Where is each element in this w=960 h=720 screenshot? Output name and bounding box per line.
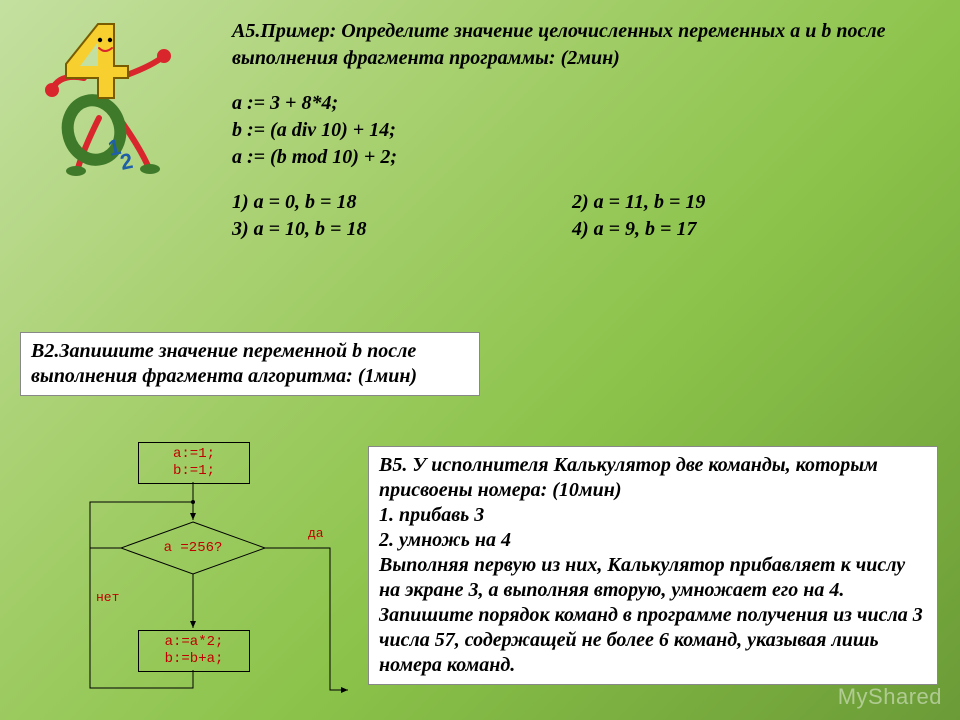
math-clipart: 1 2 [44,18,184,178]
svg-text:2: 2 [118,148,135,175]
b5-line-2: 1. прибавь 3 [379,503,927,528]
b2-box: В2.Запишите значение переменной b после … [20,332,480,396]
flowchart-init-box: a:=1; b:=1; [138,442,250,484]
a5-code-line-3: a := (b mod 10) + 2; [232,144,912,171]
b2-text: В2.Запишите значение переменной b после … [31,340,417,387]
flowchart-no-label: нет [96,590,119,605]
flowchart-condition: a =256? [158,540,228,556]
b5-box: В5. У исполнителя Калькулятор две команд… [368,446,938,685]
watermark: MyShared [838,684,942,710]
a5-answer-4: 4) a = 9, b = 17 [572,216,912,243]
a5-code-line-1: a := 3 + 8*4; [232,90,912,117]
a5-answers: 1) a = 0, b = 18 2) a = 11, b = 19 3) a … [232,189,912,243]
b5-line-4: Выполняя первую из них, Калькулятор приб… [379,553,927,678]
a5-code-line-2: b := (a div 10) + 14; [232,117,912,144]
b5-line-1: В5. У исполнителя Калькулятор две команд… [379,453,927,503]
a5-answer-1: 1) a = 0, b = 18 [232,189,572,216]
a5-title: А5.Пример: Определите значение целочисле… [232,18,912,72]
flowchart-loop-box: a:=a*2; b:=b+a; [138,630,250,672]
b5-line-3: 2. умножь на 4 [379,528,927,553]
a5-answer-3: 3) a = 10, b = 18 [232,216,572,243]
flowchart-yes-label: да [308,526,324,541]
a5-problem: А5.Пример: Определите значение целочисле… [232,18,912,243]
a5-answer-2: 2) a = 11, b = 19 [572,189,912,216]
flowchart: a:=1; b:=1; a =256? a:=a*2; b:=b+a; да н… [20,430,360,710]
